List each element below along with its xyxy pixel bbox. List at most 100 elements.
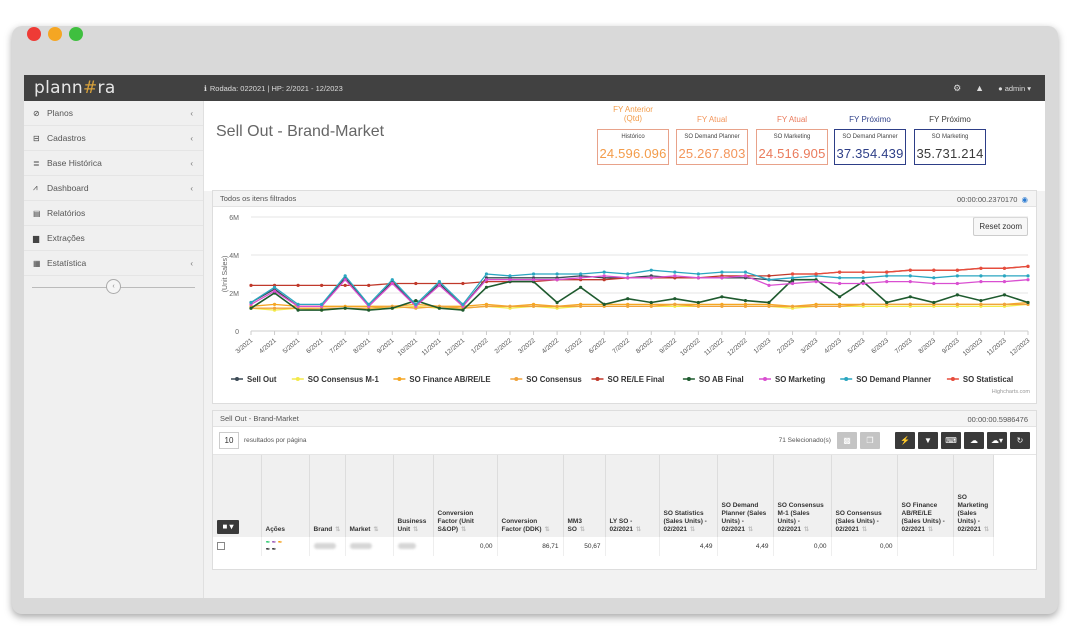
sidebar-item-estat-stica[interactable]: ▦ Estatística ‹ bbox=[24, 251, 203, 276]
data-point bbox=[272, 302, 277, 306]
x-tick-label: 12/2022 bbox=[726, 337, 749, 358]
edit-icon[interactable]: ✒ bbox=[271, 540, 277, 546]
column-header-label: MM3 SO bbox=[567, 518, 582, 533]
minimize-window-button[interactable] bbox=[48, 27, 62, 41]
download-button[interactable]: ☁▾ bbox=[986, 432, 1007, 449]
chart-panel: Todos os itens filtrados 00:00:00.237017… bbox=[212, 190, 1037, 404]
table-cell: 4,49 bbox=[659, 537, 718, 556]
sidebar-item-base-hist-rica[interactable]: ≣ Base Histórica ‹ bbox=[24, 151, 203, 176]
keyboard-button[interactable]: ⌨ bbox=[940, 432, 961, 449]
x-tick-label: 8/2023 bbox=[917, 337, 937, 355]
legend-marker bbox=[595, 377, 600, 381]
x-tick-label: 12/2023 bbox=[1009, 337, 1032, 358]
data-point bbox=[249, 300, 253, 305]
column-header[interactable]: SO Statistics (Sales Units) - 02/2021 ⇅ bbox=[659, 455, 718, 537]
table-cell: 86,71 bbox=[497, 537, 564, 556]
y-tick-label: 0 bbox=[235, 329, 239, 336]
cell-value: 50,67 bbox=[584, 543, 601, 550]
column-header[interactable]: MM3 SO ⇅ bbox=[563, 455, 606, 537]
data-point bbox=[720, 276, 724, 280]
refresh-icon[interactable]: ◉ bbox=[1021, 195, 1028, 204]
data-point bbox=[1002, 274, 1007, 278]
data-point bbox=[320, 308, 324, 312]
sidebar-item-relat-rios[interactable]: ▤ Relatórios bbox=[24, 201, 203, 226]
column-header[interactable]: Conversion Factor (Unit S&OP) ⇅ bbox=[433, 455, 498, 537]
column-header[interactable]: SO Demand Planner (Sales Units) - 02/202… bbox=[717, 455, 774, 537]
kpi-sublabel: SO Marketing bbox=[931, 134, 969, 140]
data-point bbox=[696, 272, 700, 276]
edit-icon[interactable]: ✒ bbox=[265, 540, 271, 546]
user-menu[interactable]: ● admin ▾ bbox=[998, 83, 1031, 93]
column-header[interactable]: Business Unit ⇅ bbox=[393, 455, 434, 537]
column-header-label: Conversion Factor (DDK) bbox=[501, 518, 542, 533]
legend-item[interactable]: SO Marketing bbox=[775, 375, 825, 384]
column-header-label: SO Statistics (Sales Units) - 02/2021 bbox=[663, 510, 707, 533]
sidebar-icon: ▤ bbox=[33, 208, 41, 218]
sidebar-item-planos[interactable]: ⊘ Planos ‹ bbox=[24, 101, 203, 126]
refresh-table-button[interactable]: ↻ bbox=[1010, 432, 1030, 449]
chevron-left-icon: ‹ bbox=[190, 183, 193, 193]
x-tick-label: 12/2021 bbox=[444, 337, 467, 358]
page-size-select[interactable]: 10 bbox=[219, 432, 239, 449]
gear-icon[interactable]: ⚙ bbox=[953, 82, 962, 93]
legend-item[interactable]: SO Finance AB/RE/LE bbox=[409, 375, 490, 384]
sidebar-item-dashboard[interactable]: ⩘ Dashboard ‹ bbox=[24, 176, 203, 201]
logo-mark: # bbox=[82, 78, 98, 98]
table-panel-title: Sell Out - Brand-Market bbox=[220, 414, 299, 423]
page-title: Sell Out - Brand-Market bbox=[216, 123, 385, 140]
legend-item[interactable]: SO RE/LE Final bbox=[608, 375, 665, 384]
column-header[interactable]: SO Finance AB/RE/LE (Sales Units) - 02/2… bbox=[897, 455, 954, 537]
close-window-button[interactable] bbox=[27, 27, 41, 41]
row-checkbox[interactable] bbox=[217, 541, 225, 550]
cell-value: 4,49 bbox=[699, 543, 713, 550]
legend-item[interactable]: Sell Out bbox=[247, 375, 277, 384]
edit-icon[interactable]: ✒ bbox=[265, 547, 271, 553]
edit-icon[interactable]: ✒ bbox=[271, 547, 277, 553]
legend-item[interactable]: SO Statistical bbox=[963, 375, 1013, 384]
legend-item[interactable]: SO AB Final bbox=[699, 375, 744, 384]
x-tick-label: 10/2021 bbox=[397, 337, 420, 358]
bolt-button[interactable]: ⚡ bbox=[894, 432, 915, 449]
legend-item[interactable]: SO Demand Planner bbox=[856, 375, 931, 384]
refresh-icon: ↻ bbox=[1016, 436, 1024, 445]
chart-toggle-button[interactable]: ▩ bbox=[836, 432, 857, 449]
data-point bbox=[814, 272, 818, 276]
data-point bbox=[602, 278, 606, 282]
legend-item[interactable]: SO Consensus bbox=[526, 375, 582, 384]
column-header[interactable]: SO Marketing (Sales Units) - 02/2021 ⇅ bbox=[953, 455, 995, 537]
data-point bbox=[720, 295, 724, 299]
copy-button[interactable]: ❐ bbox=[859, 432, 880, 449]
logo-text-right: ra bbox=[97, 78, 116, 98]
edit-icon[interactable]: ✒ bbox=[277, 540, 283, 546]
keyboard-icon: ⌨ bbox=[945, 436, 957, 445]
data-point bbox=[437, 280, 441, 284]
column-header[interactable]: Brand ⇅ bbox=[309, 455, 346, 537]
data-point bbox=[696, 304, 700, 308]
column-header[interactable]: SO Consensus M-1 (Sales Units) - 02/2021… bbox=[773, 455, 832, 537]
logo[interactable]: plann#ra bbox=[24, 78, 204, 98]
chevron-left-icon: ‹ bbox=[190, 258, 193, 268]
collapse-sidebar-button[interactable]: ‹ bbox=[106, 279, 121, 294]
series-line bbox=[250, 269, 1028, 306]
column-header[interactable]: Conversion Factor (DDK) ⇅ bbox=[497, 455, 564, 537]
x-tick-label: 10/2022 bbox=[679, 337, 702, 358]
sidebar-item-cadastros[interactable]: ⊟ Cadastros ‹ bbox=[24, 126, 203, 151]
upload-button[interactable]: ☁ bbox=[963, 432, 984, 449]
filter-button[interactable]: ▼ bbox=[917, 432, 938, 449]
data-point bbox=[1002, 293, 1007, 297]
app: plann#ra ℹ Rodada: 022021 | HP: 2/2021 -… bbox=[24, 75, 1045, 598]
y-tick-label: 6M bbox=[229, 215, 239, 222]
column-header[interactable]: Market ⇅ bbox=[345, 455, 394, 537]
maximize-window-button[interactable] bbox=[69, 27, 83, 41]
legend-item[interactable]: SO Consensus M-1 bbox=[308, 375, 380, 384]
data-point bbox=[390, 278, 394, 282]
data-point bbox=[767, 304, 771, 308]
x-tick-label: 3/2022 bbox=[517, 337, 537, 355]
select-menu-button[interactable]: ■ ▾ bbox=[217, 520, 239, 534]
top-right-actions: ⚙ ▲ ● admin ▾ bbox=[953, 75, 1031, 101]
column-header[interactable]: Ações bbox=[261, 455, 310, 537]
sidebar-item-extra-es[interactable]: ▆ Extrações bbox=[24, 226, 203, 251]
column-header[interactable]: SO Consensus (Sales Units) - 02/2021 ⇅ bbox=[831, 455, 898, 537]
bell-icon[interactable]: ▲ bbox=[975, 83, 985, 93]
column-header[interactable]: LY SO - 02/2021 ⇅ bbox=[605, 455, 660, 537]
